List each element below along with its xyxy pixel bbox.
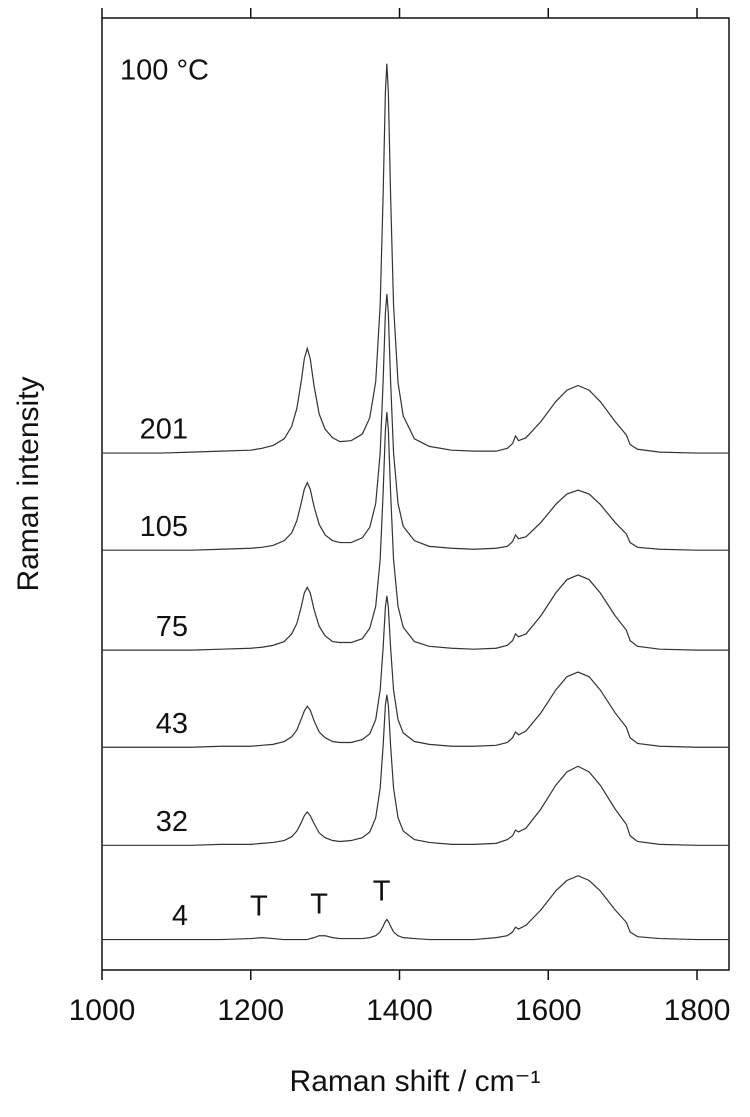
spectrum-line [102, 412, 729, 651]
series-label: 32 [156, 806, 188, 838]
series-label: 4 [172, 900, 188, 932]
x-axis-label: Raman shift / cm⁻¹ [290, 1065, 541, 1098]
spectrum-line [102, 294, 729, 551]
series-label: 75 [156, 611, 188, 643]
x-tick-label: 1600 [515, 994, 582, 1027]
x-tick-label: 1800 [664, 994, 731, 1027]
band-marker: T [250, 890, 268, 922]
band-marker: T [373, 876, 391, 908]
spectrum-line [102, 63, 729, 454]
temperature-label: 100 °C [120, 55, 209, 87]
x-tick-label: 1000 [69, 994, 136, 1027]
spectrum-line [102, 875, 729, 941]
y-axis-label: Raman intensity [12, 376, 45, 591]
spectrum-line [102, 595, 729, 748]
band-marker: T [310, 888, 328, 920]
x-tick-label: 1400 [366, 994, 433, 1027]
spectrum-line [102, 694, 729, 846]
series-label: 201 [140, 414, 188, 446]
plot-frame [101, 17, 730, 971]
series-label: 43 [156, 708, 188, 740]
series-label: 105 [140, 511, 188, 543]
x-tick-label: 1200 [217, 994, 284, 1027]
